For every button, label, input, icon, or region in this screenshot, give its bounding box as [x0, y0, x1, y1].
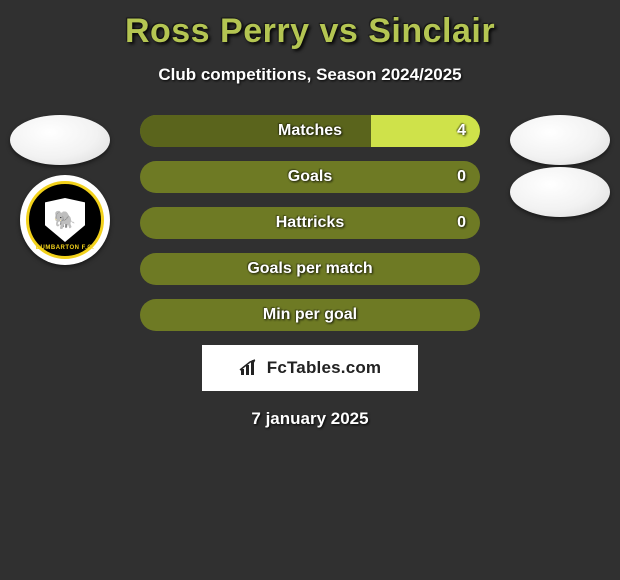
club-badge-icon: 🐘 [45, 198, 85, 242]
page-title: Ross Perry vs Sinclair [0, 0, 620, 51]
stat-label: Goals [288, 168, 332, 186]
player-left-avatar [10, 115, 110, 165]
stat-label: Matches [278, 122, 342, 140]
stat-bar: Matches 4 [140, 115, 480, 147]
stat-label: Hattricks [276, 214, 344, 232]
stat-label: Goals per match [247, 260, 372, 278]
site-logo: FcTables.com [202, 345, 418, 391]
stat-bar: Goals 0 [140, 161, 480, 193]
stat-bar: Hattricks 0 [140, 207, 480, 239]
stat-value-right: 0 [457, 214, 466, 232]
snapshot-date: 7 january 2025 [0, 409, 620, 429]
player-right-club-avatar [510, 167, 610, 217]
subtitle: Club competitions, Season 2024/2025 [0, 65, 620, 85]
player-right-avatar [510, 115, 610, 165]
stat-bar: Goals per match [140, 253, 480, 285]
stat-bars: Matches 4 Goals 0 Hattricks 0 Goals per match M… [140, 115, 480, 331]
player-left-club-badge: 🐘 DUMBARTON F.C. [20, 175, 110, 265]
stat-value-right: 0 [457, 168, 466, 186]
club-badge-text: DUMBARTON F.C. [29, 245, 101, 251]
stat-value-right: 4 [457, 122, 466, 140]
stat-label: Min per goal [263, 306, 357, 324]
stat-bar: Min per goal [140, 299, 480, 331]
site-logo-text: FcTables.com [267, 358, 382, 378]
chart-icon [239, 359, 261, 377]
comparison-content: 🐘 DUMBARTON F.C. Matches4Goals0Hattricks… [0, 115, 620, 429]
